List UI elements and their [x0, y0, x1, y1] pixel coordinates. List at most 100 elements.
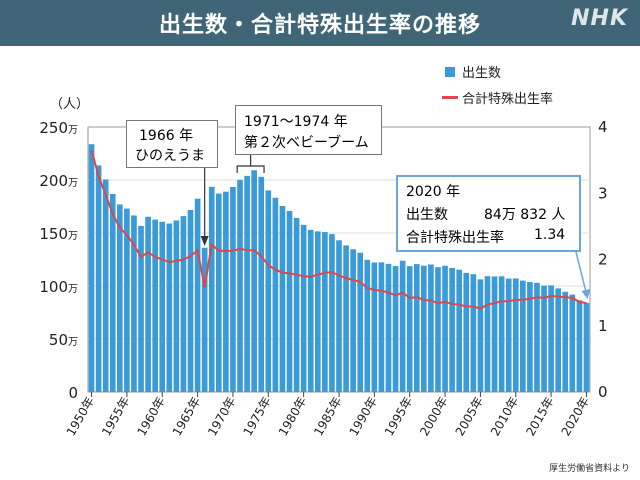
bar-1951	[95, 165, 102, 392]
bar-1964	[187, 210, 194, 392]
x-tick-label: 1980年	[276, 395, 309, 439]
series-line-tfr	[90, 149, 587, 310]
bar-1992	[385, 263, 392, 392]
bar-2004	[470, 274, 477, 392]
legend-label-births: 出生数	[462, 66, 502, 81]
y2-tick-label: 0	[598, 383, 608, 401]
y-tick-label: 50万	[49, 331, 78, 349]
bar-1981	[307, 229, 314, 392]
bar-1960	[159, 221, 166, 392]
bar-1976	[272, 197, 279, 392]
bar-1965	[194, 198, 201, 392]
bar-1957	[138, 225, 144, 392]
annotation-hinoeuma-year: 1966 年	[139, 128, 194, 144]
bar-1993	[392, 266, 399, 392]
bar-1980	[300, 224, 307, 392]
bar-2003	[463, 272, 470, 392]
x-tick-label: 1955年	[99, 395, 132, 439]
annotation-babyboom-label: 第２次ベビーブーム	[244, 135, 369, 151]
bar-1977	[279, 205, 286, 392]
x-tick-label: 1970年	[205, 395, 238, 439]
page-title: 出生数・合計特殊出生率の推移	[158, 13, 481, 38]
bar-1970	[230, 186, 236, 392]
bar-1995	[406, 266, 413, 392]
x-tick-label: 1985年	[311, 395, 344, 439]
source-note: 厚生労働省資料より	[549, 464, 630, 474]
bar-1956	[131, 215, 137, 392]
bar-1968	[215, 193, 222, 392]
legend-swatch-births	[445, 67, 455, 77]
bar-1954	[116, 204, 123, 392]
y-tick-label: 200万	[39, 172, 78, 190]
bar-1950	[88, 144, 95, 392]
x-tick-label: 2015年	[523, 395, 556, 439]
bar-2013	[534, 282, 540, 392]
bar-1991	[378, 262, 385, 392]
x-tick-label: 2010年	[488, 395, 521, 439]
bar-1999	[435, 267, 441, 392]
bar-1982	[314, 231, 321, 392]
annotation-hinoeuma: 1966 年 ひのえうま	[126, 120, 218, 168]
y-tick-label: 150万	[39, 225, 78, 243]
bar-2002	[456, 269, 463, 392]
bar-1974	[258, 176, 265, 392]
annotation-babyboom: 1971〜1974 年 第２次ベビーブーム	[235, 105, 382, 155]
bar-1967	[208, 186, 215, 392]
bar-1955	[124, 208, 130, 392]
arrow-latest	[574, 247, 588, 295]
arrow-head-latest	[581, 289, 591, 299]
bar-1962	[173, 220, 180, 392]
y2-tick-label: 3	[598, 184, 608, 202]
y-axis-label: （人）	[50, 97, 89, 112]
bar-1998	[428, 264, 434, 392]
x-tick-label: 1960年	[134, 395, 167, 439]
bar-1961	[166, 223, 173, 392]
bar-1987	[350, 249, 356, 392]
bar-2007	[491, 276, 498, 392]
annotation-latest: 2020 年 出生数 84万 832 人 合計特殊出生率 1.34	[396, 175, 581, 252]
bar-2000	[442, 265, 448, 392]
x-tick-label: 1965年	[170, 395, 203, 439]
bar-1969	[223, 191, 229, 392]
bar-2014	[541, 285, 547, 392]
bar-1959	[152, 219, 158, 392]
bar-1990	[371, 262, 378, 392]
bar-1966	[201, 247, 208, 392]
bar-2017	[562, 291, 569, 392]
bar-1972	[244, 175, 250, 392]
annotation-latest-tfr-label: 合計特殊出生率	[406, 230, 504, 246]
y2-tick-label: 2	[598, 251, 608, 269]
bar-2016	[555, 288, 562, 392]
annotation-babyboom-years: 1971〜1974 年	[244, 114, 348, 130]
bar-2008	[498, 276, 505, 392]
x-tick-label: 2020年	[559, 395, 592, 439]
bar-1953	[109, 193, 116, 392]
bar-1971	[237, 179, 243, 392]
bar-1983	[322, 232, 328, 392]
bar-1997	[421, 265, 427, 392]
bar-1975	[265, 190, 272, 392]
legend-swatch-tfr	[442, 96, 458, 99]
bar-2006	[484, 276, 491, 392]
bar-1978	[286, 210, 293, 392]
bar-1994	[399, 260, 406, 392]
annotation-hinoeuma-label: ひのえうま	[135, 148, 205, 164]
bar-1973	[251, 170, 257, 392]
bar-1986	[343, 245, 349, 392]
annotation-latest-year: 2020 年	[406, 184, 461, 200]
bar-2015	[548, 285, 554, 392]
x-tick-label: 1975年	[240, 395, 273, 439]
annotation-latest-tfr-value: 1.34	[534, 227, 566, 243]
bar-1988	[357, 252, 364, 392]
x-tick-label: 2005年	[453, 395, 486, 439]
annotation-latest-births-value: 84万 832 人	[484, 207, 566, 223]
bar-2011	[520, 280, 526, 392]
bar-1963	[180, 216, 187, 392]
legend-label-tfr: 合計特殊出生率	[462, 92, 554, 107]
bar-2001	[449, 267, 455, 392]
bar-2012	[527, 282, 533, 392]
bar-1996	[413, 264, 420, 392]
y2-tick-label: 1	[598, 317, 608, 335]
bar-1979	[293, 217, 300, 392]
